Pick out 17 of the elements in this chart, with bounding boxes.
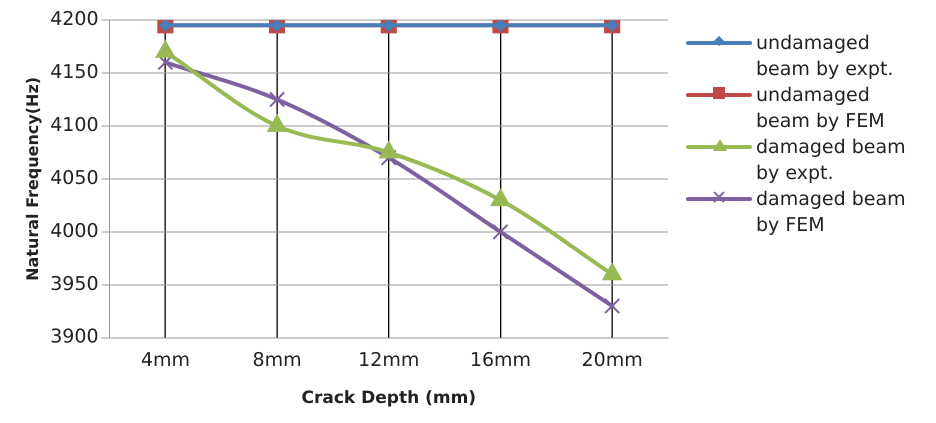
y-tick-label: 4200 xyxy=(50,8,99,30)
x-tick-label: 4mm xyxy=(140,349,190,372)
y-tick-label: 4150 xyxy=(50,60,99,83)
x-tick-label: 20mm xyxy=(582,349,643,372)
y-tick-label: 4100 xyxy=(50,114,99,136)
y-tick-label: 3950 xyxy=(50,272,99,295)
legend-label: undamaged beam by expt. xyxy=(756,31,894,82)
y-axis-title: Natural Frequency(Hz) xyxy=(22,76,42,281)
legend-label: damaged beam by FEM xyxy=(756,187,906,238)
x-axis-title: Crack Depth (mm) xyxy=(301,388,476,408)
legend-label: damaged beam by expt. xyxy=(756,135,906,186)
x-tick-label: 8mm xyxy=(252,349,302,372)
y-tick-label: 4050 xyxy=(50,166,99,189)
y-tick-label: 4000 xyxy=(50,220,99,242)
y-tick-label: 3900 xyxy=(50,326,99,348)
x-tick-label: 12mm xyxy=(358,349,420,372)
x-tick-label: 16mm xyxy=(470,349,532,372)
